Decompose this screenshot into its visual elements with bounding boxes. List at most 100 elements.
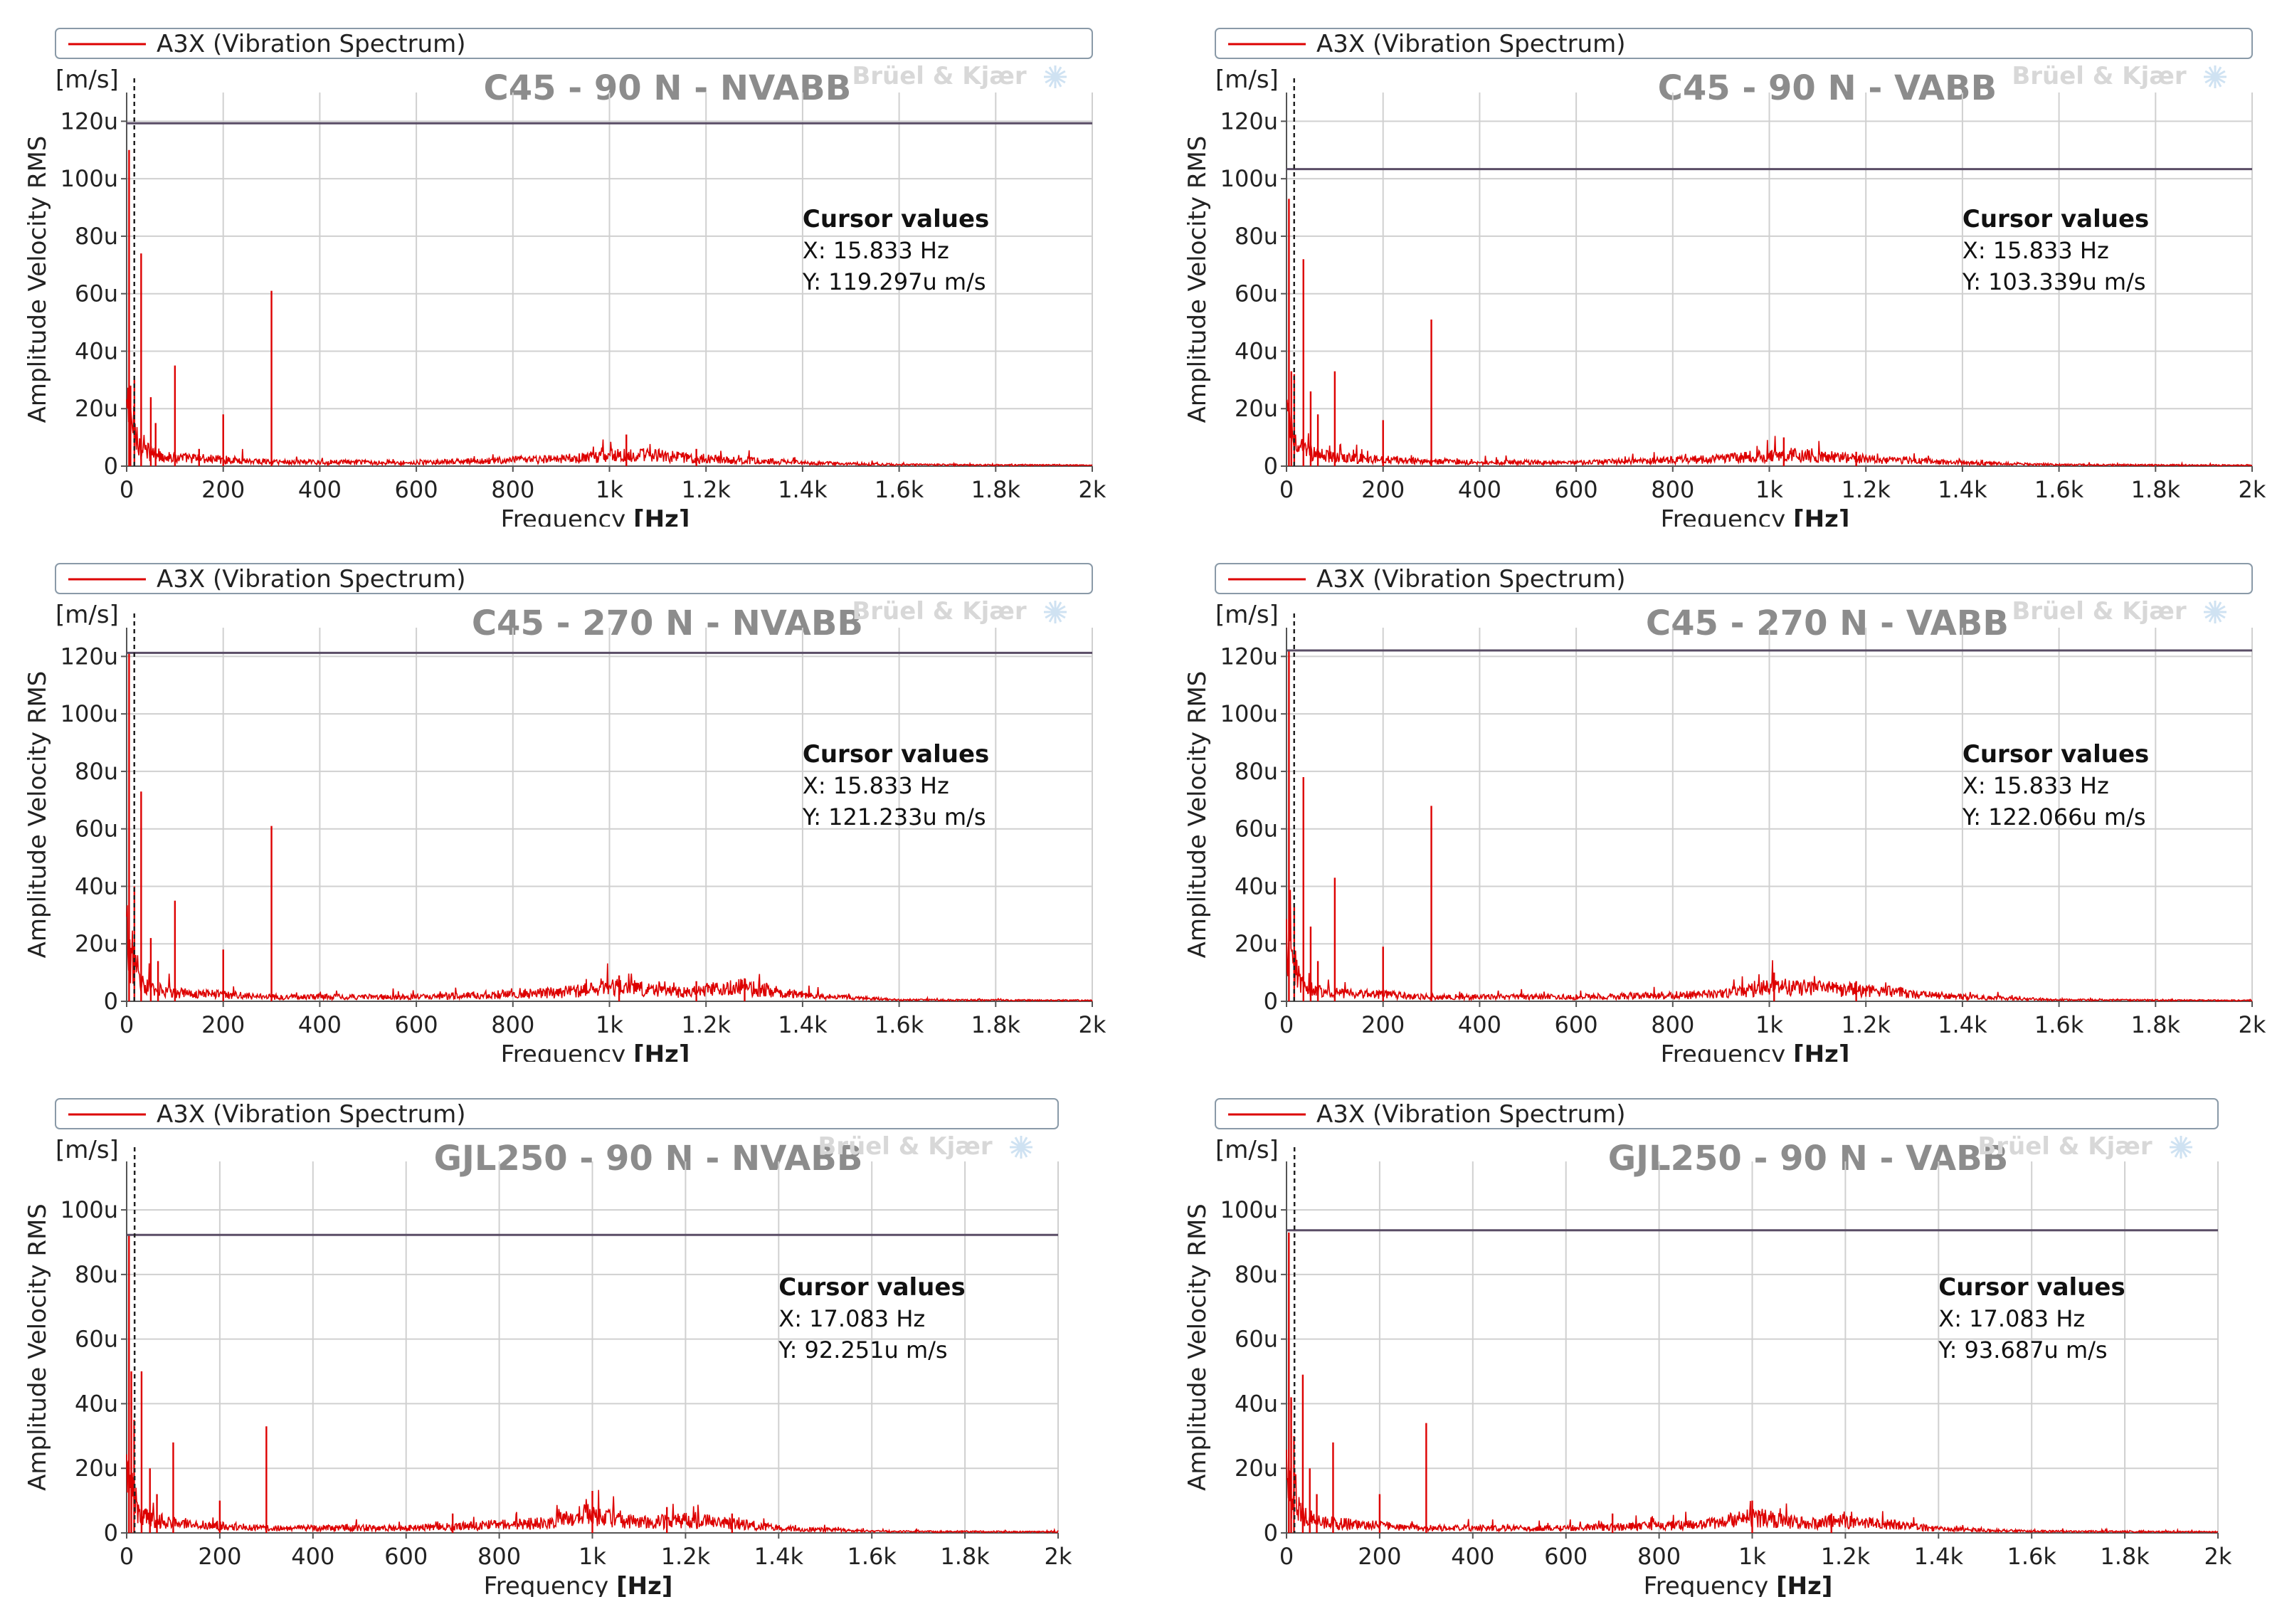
legend-label: A3X (Vibration Spectrum) xyxy=(1316,1100,1626,1129)
x-tick-label: 1.2k xyxy=(1821,1543,1871,1570)
legend-frame xyxy=(55,28,1093,59)
cursor-y-value: Y: 121.233u m/s xyxy=(802,803,986,831)
y-tick-label: 20u xyxy=(1235,395,1278,422)
chart-svg: A3X (Vibration Spectrum) [m/s] GJL250 - 90… xyxy=(1183,1098,2232,1597)
y-tick-label: 120u xyxy=(60,643,118,670)
chart-svg: A3X (Vibration Spectrum) [m/s] C45 - 90 N … xyxy=(23,28,1106,527)
x-tick-label: 0 xyxy=(1279,1543,1294,1570)
brand-logo-icon xyxy=(1010,1136,1032,1159)
chart-panel: A3X (Vibration Spectrum) [m/s] C45 - 270 N… xyxy=(1160,535,2282,1062)
brand-watermark: Brüel & Kjær xyxy=(852,597,1027,626)
x-tick-label: 1.2k xyxy=(661,1543,711,1570)
x-tick-label: 1.8k xyxy=(940,1543,990,1570)
y-unit-label: [m/s] xyxy=(56,601,119,629)
x-tick-label: 2k xyxy=(2204,1543,2232,1570)
x-axis-label-text: Frequency xyxy=(1661,505,1793,527)
x-tick-label: 800 xyxy=(1651,1011,1694,1038)
y-tick-label: 0 xyxy=(104,453,118,480)
x-tick-label: 1k xyxy=(1755,1011,1783,1038)
x-tick-label: 200 xyxy=(201,476,245,503)
x-tick-label: 800 xyxy=(477,1543,521,1570)
legend: A3X (Vibration Spectrum) xyxy=(55,1098,1059,1129)
brand-watermark: Brüel & Kjær xyxy=(852,62,1027,90)
x-tick-label: 400 xyxy=(1458,1011,1501,1038)
brand-watermark: Brüel & Kjær xyxy=(2012,62,2187,90)
y-tick-label: 100u xyxy=(1220,165,1278,192)
x-tick-label: 1.6k xyxy=(2034,476,2084,503)
x-tick-label: 1.8k xyxy=(971,476,1021,503)
y-tick-label: 100u xyxy=(1220,1196,1278,1223)
brand-logo-icon xyxy=(2204,65,2226,88)
brand-logo-core xyxy=(1051,608,1060,616)
chart-panel: A3X (Vibration Spectrum) [m/s] GJL250 - 90… xyxy=(1160,1070,2282,1597)
legend: A3X (Vibration Spectrum) xyxy=(55,563,1093,594)
chart-title: GJL250 - 90 N - NVABB xyxy=(434,1139,863,1179)
x-tick-label: 1.4k xyxy=(778,1011,828,1038)
y-axis-label: Amplitude Velocity RMS xyxy=(1183,1203,1212,1491)
x-tick-label: 1.6k xyxy=(875,1011,924,1038)
y-tick-label: 0 xyxy=(104,1519,118,1546)
legend-frame xyxy=(1215,563,2253,594)
legend-label: A3X (Vibration Spectrum) xyxy=(157,30,466,58)
brand-watermark: Brüel & Kjær xyxy=(818,1132,993,1161)
brand-logo-core xyxy=(2211,73,2219,81)
y-tick-label: 80u xyxy=(75,223,118,250)
y-tick-label: 100u xyxy=(60,700,118,727)
y-tick-label: 80u xyxy=(1235,1261,1278,1288)
y-tick-label: 80u xyxy=(1235,758,1278,785)
chart-title: C45 - 270 N - VABB xyxy=(1646,603,2009,643)
cursor-x-value: X: 17.083 Hz xyxy=(778,1305,925,1332)
x-axis-label: Frequency [Hz] xyxy=(501,1040,690,1062)
x-axis-label-text: Frequency xyxy=(1644,1572,1776,1597)
y-tick-label: 40u xyxy=(1235,872,1278,900)
x-tick-label: 1.8k xyxy=(2131,1011,2181,1038)
x-tick-label: 2k xyxy=(1045,1543,1072,1570)
x-tick-label: 400 xyxy=(1458,476,1501,503)
x-axis-label-text: Frequency xyxy=(501,1040,633,1062)
x-tick-label: 400 xyxy=(1451,1543,1494,1570)
legend-frame xyxy=(55,1098,1059,1129)
grid xyxy=(127,1161,1059,1533)
brand-watermark: Brüel & Kjær xyxy=(2012,597,2187,626)
spectrum-line xyxy=(1286,399,2252,468)
y-unit-label: [m/s] xyxy=(1215,601,1279,629)
chart-title: C45 - 90 N - NVABB xyxy=(484,68,852,108)
cursor-values-title: Cursor values xyxy=(1963,205,2149,233)
x-tick-label: 200 xyxy=(201,1011,245,1038)
legend-frame xyxy=(1215,28,2253,59)
x-tick-label: 1.6k xyxy=(875,476,924,503)
brand-logo-icon xyxy=(2204,601,2226,623)
x-tick-label: 1k xyxy=(579,1543,606,1570)
chart-title: C45 - 90 N - VABB xyxy=(1658,68,1997,108)
x-tick-label: 0 xyxy=(120,1543,134,1570)
legend-frame xyxy=(55,563,1093,594)
x-tick-label: 200 xyxy=(1361,476,1405,503)
y-tick-label: 40u xyxy=(75,872,118,900)
x-axis-unit: [Hz] xyxy=(1776,1572,1832,1597)
x-tick-label: 1.4k xyxy=(778,476,828,503)
chart-panel: A3X (Vibration Spectrum) [m/s] C45 - 90 N … xyxy=(1160,0,2282,527)
cursor-x-value: X: 17.083 Hz xyxy=(1938,1305,2085,1332)
legend: A3X (Vibration Spectrum) xyxy=(55,28,1093,59)
x-tick-label: 0 xyxy=(1279,476,1294,503)
x-axis-label-text: Frequency xyxy=(501,505,633,527)
y-tick-label: 40u xyxy=(1235,337,1278,364)
brand-logo-icon xyxy=(1044,601,1067,623)
cursor-x-value: X: 15.833 Hz xyxy=(803,237,949,264)
y-tick-label: 20u xyxy=(75,1455,118,1482)
cursor-y-value: Y: 92.251u m/s xyxy=(778,1336,947,1364)
chart-svg: A3X (Vibration Spectrum) [m/s] GJL250 - 90… xyxy=(23,1098,1072,1597)
y-tick-label: 100u xyxy=(60,1196,118,1223)
y-tick-label: 80u xyxy=(75,1261,118,1288)
x-tick-label: 1k xyxy=(596,476,623,503)
cursor-values-title: Cursor values xyxy=(778,1273,965,1302)
x-axis-label-text: Frequency xyxy=(484,1572,616,1597)
cursor-values-title: Cursor values xyxy=(803,205,989,233)
y-unit-label: [m/s] xyxy=(1215,65,1279,94)
x-tick-label: 2k xyxy=(2239,476,2266,503)
x-tick-label: 0 xyxy=(1279,1011,1294,1038)
cursor-x-value: X: 15.833 Hz xyxy=(1963,772,2109,799)
y-tick-label: 60u xyxy=(1235,816,1278,843)
x-tick-label: 1.4k xyxy=(754,1543,804,1570)
legend: A3X (Vibration Spectrum) xyxy=(1215,28,2253,59)
